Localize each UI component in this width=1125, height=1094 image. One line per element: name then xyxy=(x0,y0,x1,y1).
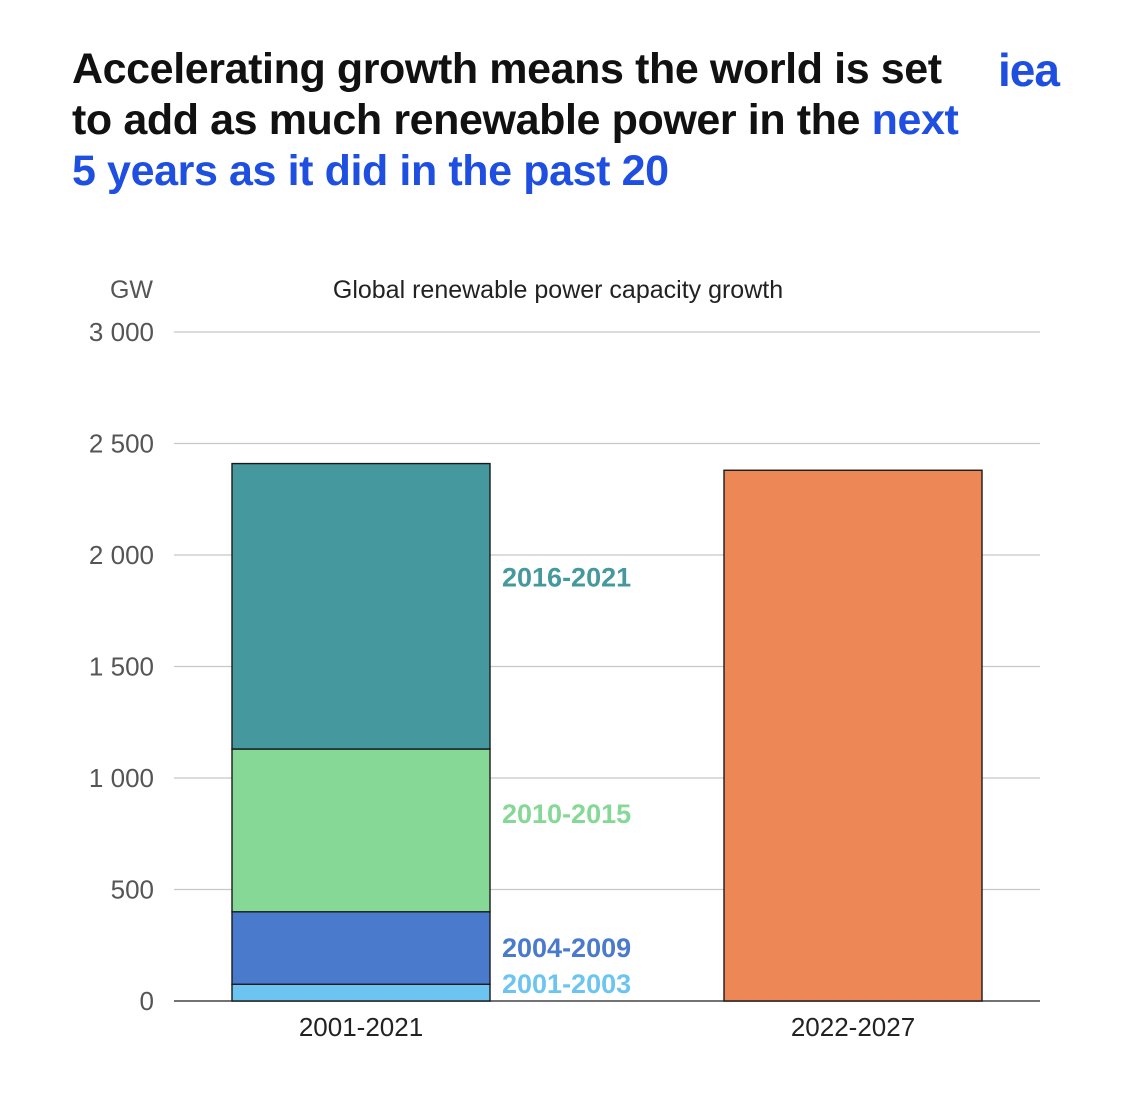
y-tick-label: 3 000 xyxy=(89,317,154,347)
y-tick-label: 2 000 xyxy=(89,540,154,570)
bar-segment-2001-2003 xyxy=(231,983,491,1002)
chart-title: Global renewable power capacity growth xyxy=(333,276,783,304)
x-tick-label: 2001-2021 xyxy=(299,1012,423,1042)
x-tick-label: 2022-2027 xyxy=(791,1012,915,1042)
segment-label-2010-2015: 2010-2015 xyxy=(502,799,631,829)
y-tick-label: 2 500 xyxy=(89,429,154,459)
bar-segment-2004-2009 xyxy=(231,911,491,985)
segment-label-2004-2009: 2004-2009 xyxy=(502,933,631,963)
y-tick-label: 0 xyxy=(140,986,154,1016)
y-tick-label: 500 xyxy=(111,875,154,905)
headline-highlight: next 5 years as it did in the past 20 xyxy=(72,96,959,195)
y-tick-labels: 0 500 1 000 1 500 2 000 2 500 3 000 xyxy=(89,317,154,1016)
iea-logo: iea xyxy=(998,44,1060,96)
segment-labels: 2016-2021 2010-2015 2004-2009 2001-2003 xyxy=(502,563,631,999)
bar-segment-2010-2015 xyxy=(231,748,491,913)
y-tick-label: 1 000 xyxy=(89,763,154,793)
y-axis-label: GW xyxy=(110,276,153,304)
headline: Accelerating growth means the world is s… xyxy=(72,44,972,197)
x-tick-labels: 2001-2021 2022-2027 xyxy=(299,1012,915,1042)
bar-segment-2016-2021 xyxy=(231,462,491,750)
headline-text: Accelerating growth means the world is s… xyxy=(72,45,942,144)
y-tick-label: 1 500 xyxy=(89,652,154,682)
segment-label-2016-2021: 2016-2021 xyxy=(502,563,631,593)
bar-segment-forecast-2022-2027 xyxy=(723,469,983,1002)
segment-label-2001-2003: 2001-2003 xyxy=(502,969,631,999)
bars xyxy=(231,462,983,1002)
